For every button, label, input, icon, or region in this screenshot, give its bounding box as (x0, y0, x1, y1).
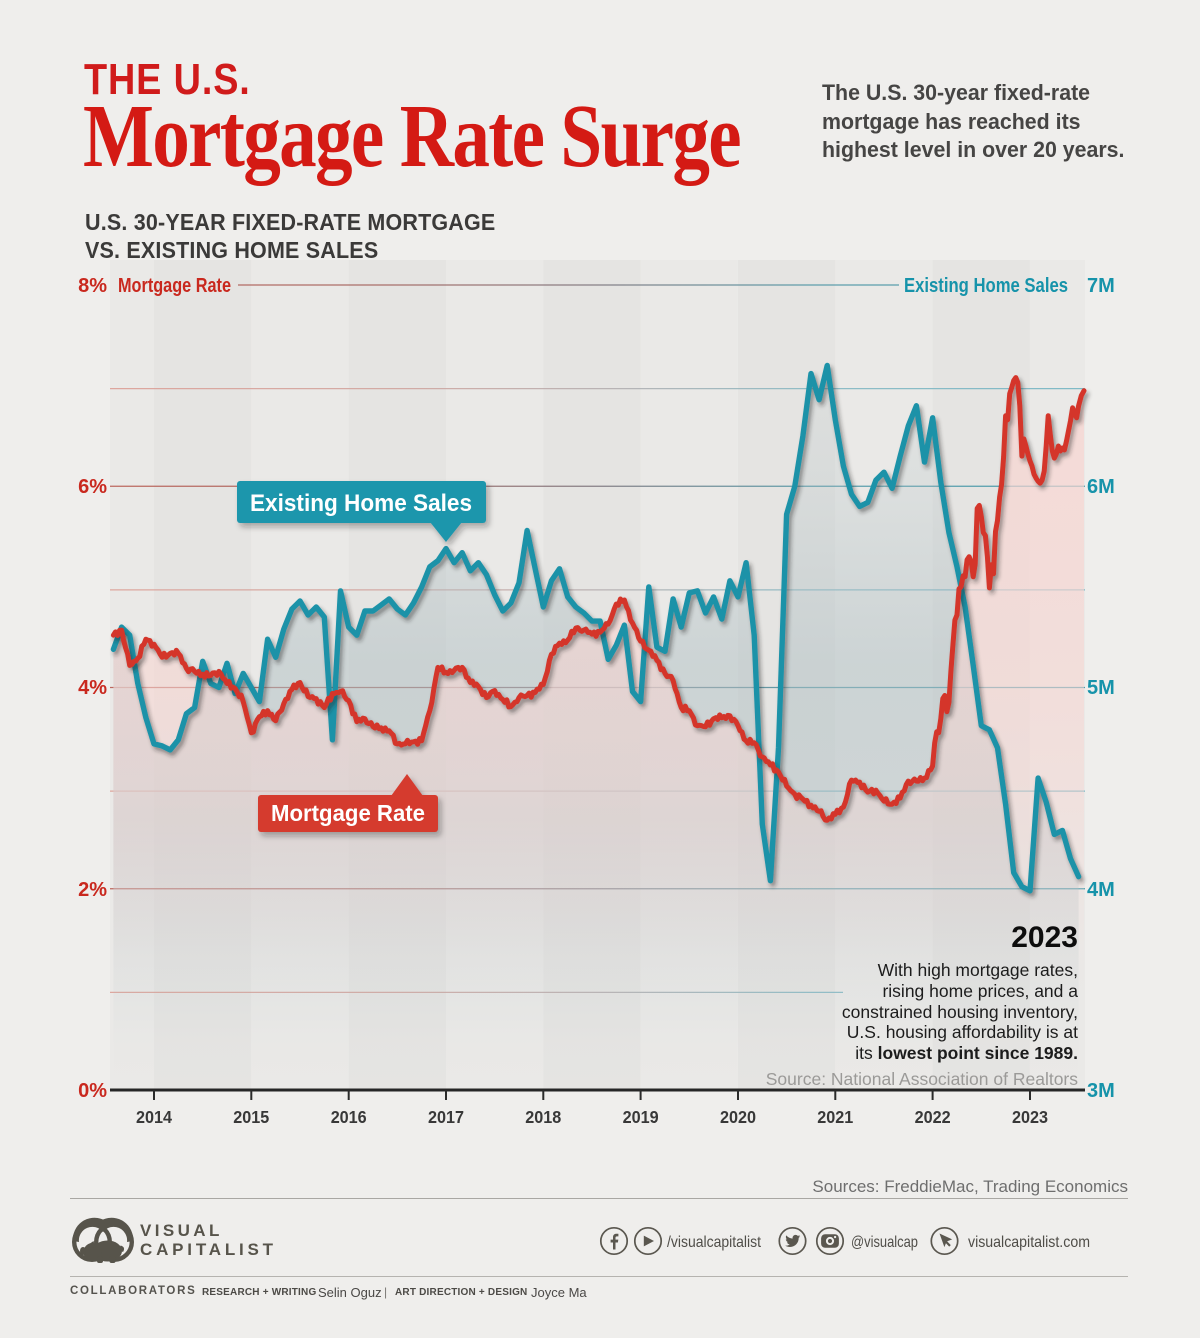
svg-text:6%: 6% (78, 476, 107, 498)
svg-text:2018: 2018 (525, 1107, 561, 1127)
svg-text:2015: 2015 (233, 1107, 269, 1127)
svg-text:8%: 8% (78, 275, 107, 297)
svg-text:@visualcap: @visualcap (851, 1234, 918, 1251)
svg-text:6M: 6M (1087, 476, 1115, 498)
svg-text:4%: 4% (78, 677, 107, 699)
svg-text:CAPITALIST: CAPITALIST (140, 1240, 277, 1259)
svg-text:2023: 2023 (1012, 1107, 1048, 1127)
svg-text:Existing Home Sales: Existing Home Sales (904, 275, 1068, 297)
svg-text:2019: 2019 (623, 1107, 659, 1127)
svg-text:2017: 2017 (428, 1107, 464, 1127)
svg-text:Existing Home Sales: Existing Home Sales (250, 490, 472, 517)
svg-text:5M: 5M (1087, 677, 1115, 699)
svg-text:4M: 4M (1087, 879, 1115, 901)
svg-text:/visualcapitalist: /visualcapitalist (667, 1234, 761, 1251)
svg-text:2022: 2022 (915, 1107, 951, 1127)
svg-text:2%: 2% (78, 879, 107, 901)
svg-text:0%: 0% (78, 1080, 107, 1102)
svg-text:2020: 2020 (720, 1107, 756, 1127)
svg-text:Mortgage Rate: Mortgage Rate (118, 275, 231, 297)
svg-text:2016: 2016 (331, 1107, 367, 1127)
svg-text:7M: 7M (1087, 275, 1115, 297)
svg-text:2021: 2021 (817, 1107, 853, 1127)
svg-text:Mortgage Rate: Mortgage Rate (271, 800, 425, 826)
svg-text:2014: 2014 (136, 1107, 172, 1127)
svg-text:VISUAL: VISUAL (140, 1221, 223, 1240)
svg-text:3M: 3M (1087, 1080, 1115, 1102)
svg-text:visualcapitalist.com: visualcapitalist.com (968, 1234, 1090, 1251)
